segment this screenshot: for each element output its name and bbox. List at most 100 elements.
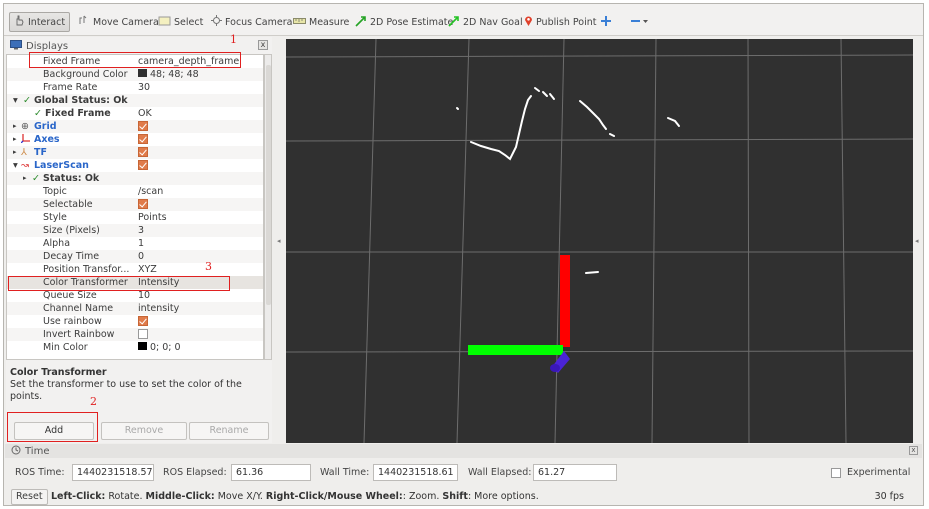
property-value[interactable]: 3: [138, 225, 145, 236]
right-click-label: Right-Click/Mouse Wheel:: [265, 491, 403, 502]
left-splitter[interactable]: ◂: [273, 39, 285, 443]
enabled-checkbox[interactable]: [138, 120, 148, 134]
laserscan-icon: ↝: [21, 160, 29, 171]
property-key: Position Transfor...: [43, 264, 130, 275]
property-value[interactable]: /scan: [138, 186, 164, 197]
pose-estimate-tool-button[interactable]: 2D Pose Estimate: [355, 14, 453, 30]
expand-arrow-icon[interactable]: ▸: [13, 122, 17, 130]
add-tool-button[interactable]: [600, 14, 615, 30]
property-value[interactable]: 10: [138, 290, 151, 301]
property-value[interactable]: XYZ: [138, 264, 157, 275]
property-row-topic[interactable]: Topic /scan: [7, 185, 263, 198]
expand-arrow-icon[interactable]: ▸: [23, 174, 27, 182]
property-key: Global Status: Ok: [34, 95, 128, 106]
tree-item-laserscan-status[interactable]: ▸ ✓ Status: Ok: [7, 172, 263, 185]
tree-item-axes[interactable]: ▸ Axes: [7, 133, 263, 147]
expand-arrow-icon[interactable]: ▸: [13, 148, 17, 156]
remove-display-button[interactable]: Remove: [101, 422, 187, 440]
property-value[interactable]: 48; 48; 48: [138, 68, 199, 81]
property-row-channel-name[interactable]: Channel Name intensity: [7, 302, 263, 315]
enabled-checkbox[interactable]: [138, 159, 148, 173]
property-key: Invert Rainbow: [43, 329, 115, 340]
property-row-selectable[interactable]: Selectable: [7, 198, 263, 212]
checkbox-box[interactable]: [831, 467, 841, 478]
property-row-use-rainbow[interactable]: Use rainbow: [7, 315, 263, 329]
property-key: Alpha: [43, 238, 71, 249]
property-key: Channel Name: [43, 303, 114, 314]
tree-item-grid[interactable]: ▸ ⊕ Grid: [7, 120, 263, 134]
3d-viewport[interactable]: [286, 39, 913, 443]
expand-arrow-icon[interactable]: ▾: [13, 160, 18, 171]
tree-item-fixed-frame-status[interactable]: ✓ Fixed Frame OK: [7, 107, 263, 120]
remove-tool-menu-button[interactable]: [630, 14, 653, 30]
pose-estimate-arrow-icon: [355, 15, 367, 30]
annotation-box-fixed-frame: [29, 52, 241, 68]
time-panel: ROS Time: 1440231518.57 ROS Elapsed: 61.…: [5, 460, 922, 484]
wall-elapsed-field[interactable]: 61.27: [533, 464, 617, 481]
property-row-alpha[interactable]: Alpha 1: [7, 237, 263, 250]
wall-time-field[interactable]: 1440231518.61: [373, 464, 458, 481]
monitor-icon: [10, 40, 22, 53]
grid-icon: ⊕: [21, 121, 29, 132]
enabled-checkbox[interactable]: [138, 146, 148, 160]
property-value[interactable]: 30: [138, 82, 151, 93]
tree-item-laserscan[interactable]: ▾ ↝ LaserScan: [7, 159, 263, 173]
focus-camera-tool-button[interactable]: Focus Camera: [211, 14, 292, 30]
property-row-invert-rainbow[interactable]: Invert Rainbow: [7, 328, 263, 342]
expand-arrow-icon[interactable]: ▾: [13, 95, 18, 106]
experimental-checkbox[interactable]: Experimental: [831, 467, 910, 478]
property-row-decay-time[interactable]: Decay Time 0: [7, 250, 263, 263]
property-value[interactable]: camera_depth_frame: [138, 56, 240, 67]
select-icon: [158, 16, 171, 29]
annotation-box-add: [7, 412, 98, 442]
use-rainbow-checkbox[interactable]: [138, 315, 148, 329]
collapse-right-arrow-icon[interactable]: ◂: [915, 237, 919, 245]
enabled-checkbox[interactable]: [138, 133, 148, 147]
property-row-fixed-frame[interactable]: Fixed Frame camera_depth_frame: [7, 55, 263, 68]
tree-item-tf[interactable]: ▸ ⅄ TF: [7, 146, 263, 160]
property-row-color-transformer[interactable]: Color Transformer Intensity: [7, 276, 263, 289]
time-panel-close-button[interactable]: x: [909, 446, 918, 455]
property-row-background-color[interactable]: Background Color 48; 48; 48: [7, 68, 263, 81]
ros-elapsed-field[interactable]: 61.36: [231, 464, 311, 481]
measure-tool-button[interactable]: Measure: [293, 14, 349, 30]
displays-close-button[interactable]: x: [258, 40, 268, 50]
expand-arrow-icon[interactable]: ▸: [13, 135, 17, 143]
invert-rainbow-checkbox[interactable]: [138, 328, 148, 342]
clock-icon: [11, 445, 21, 458]
property-row-min-color[interactable]: Min Color 0; 0; 0: [7, 341, 263, 354]
time-panel-header: Time x: [5, 444, 922, 458]
displays-scrollbar[interactable]: [264, 54, 272, 360]
selectable-checkbox[interactable]: [138, 198, 148, 212]
property-value[interactable]: 0: [138, 251, 145, 262]
property-key: Queue Size: [43, 290, 97, 301]
right-splitter[interactable]: ◂: [913, 39, 923, 443]
property-row-position-transformer[interactable]: Position Transfor... XYZ: [7, 263, 263, 276]
wall-elapsed-label: Wall Elapsed:: [468, 467, 532, 478]
property-row-style[interactable]: Style Points: [7, 211, 263, 224]
interact-tool-button[interactable]: Interact: [9, 12, 71, 32]
ros-time-field[interactable]: 1440231518.57: [72, 464, 154, 481]
property-row-size[interactable]: Size (Pixels) 3: [7, 224, 263, 237]
property-value[interactable]: 0; 0; 0: [138, 341, 181, 354]
scrollbar-thumb[interactable]: [266, 65, 271, 305]
move-camera-tool-button[interactable]: Move Camera: [78, 14, 159, 30]
nav-goal-tool-button[interactable]: 2D Nav Goal: [448, 14, 523, 30]
rviz-window: Interact Move Camera Select Focus Camera…: [3, 3, 924, 506]
select-tool-button[interactable]: Select: [158, 14, 203, 30]
rename-display-button[interactable]: Rename: [189, 422, 269, 440]
property-row-queue-size[interactable]: Queue Size 10: [7, 289, 263, 302]
fps-readout: 30 fps: [874, 491, 904, 502]
collapse-left-arrow-icon[interactable]: ◂: [277, 237, 281, 245]
property-value[interactable]: Points: [138, 212, 167, 223]
property-value[interactable]: intensity: [138, 303, 180, 314]
ros-elapsed-label: ROS Elapsed:: [163, 467, 227, 478]
property-value[interactable]: Intensity: [138, 277, 180, 288]
property-value[interactable]: 1: [138, 238, 145, 249]
publish-point-tool-button[interactable]: Publish Point: [524, 14, 596, 30]
add-display-button[interactable]: Add: [14, 422, 94, 440]
reset-button[interactable]: Reset: [11, 489, 48, 505]
time-panel-title: Time: [25, 445, 50, 457]
tree-item-global-status[interactable]: ▾ ✓ Global Status: Ok: [7, 94, 263, 107]
property-row-frame-rate[interactable]: Frame Rate 30: [7, 81, 263, 94]
